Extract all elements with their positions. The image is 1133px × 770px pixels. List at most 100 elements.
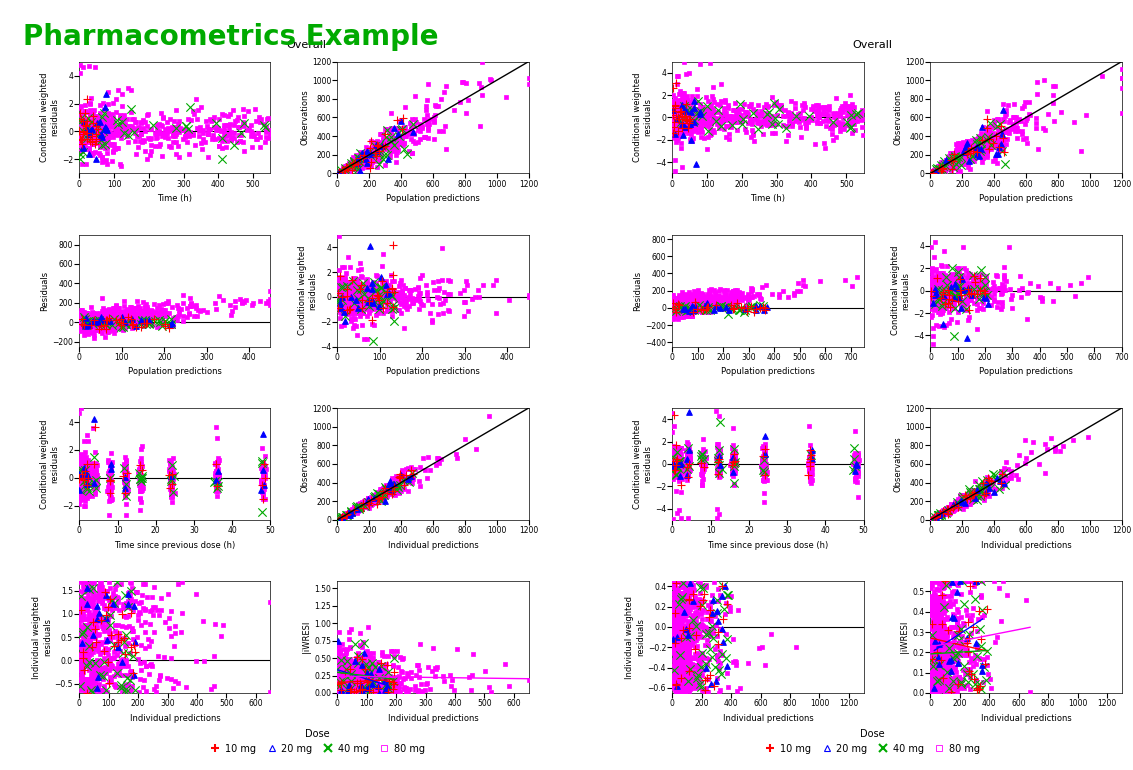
Point <box>672 292 690 304</box>
Point <box>95 591 113 604</box>
Point <box>78 472 96 484</box>
Point <box>75 116 93 128</box>
Point <box>922 513 940 525</box>
Point <box>182 114 201 126</box>
Point <box>227 115 245 127</box>
Point <box>673 300 691 312</box>
Point <box>755 466 773 478</box>
Point <box>710 460 729 472</box>
Point <box>700 289 718 301</box>
Point <box>87 613 105 625</box>
Point <box>925 628 943 641</box>
Point <box>343 504 361 516</box>
Point <box>926 511 944 523</box>
Point <box>112 159 130 172</box>
Point <box>330 277 348 290</box>
Point <box>978 484 996 497</box>
Point <box>928 162 946 174</box>
Point <box>667 452 685 464</box>
Point <box>952 494 970 506</box>
Point <box>368 290 386 303</box>
Point <box>678 467 696 480</box>
Point <box>424 276 442 289</box>
Point <box>365 679 383 691</box>
Point <box>944 598 962 611</box>
Point <box>402 147 420 159</box>
Point <box>672 660 690 672</box>
Point <box>948 500 966 512</box>
Point <box>671 454 689 467</box>
Point <box>100 487 118 499</box>
Point <box>111 112 129 125</box>
Point <box>370 294 389 306</box>
Point <box>368 292 386 304</box>
Point <box>357 681 375 693</box>
Point <box>665 628 683 640</box>
Point <box>948 283 966 295</box>
Point <box>114 316 133 329</box>
Point <box>685 300 704 313</box>
Point <box>348 683 366 695</box>
Point <box>92 313 110 326</box>
Point <box>1049 282 1067 294</box>
Point <box>79 680 97 692</box>
Point <box>357 500 375 512</box>
Point <box>666 124 684 136</box>
Point <box>96 128 114 140</box>
Point <box>801 447 819 460</box>
Point <box>923 671 942 683</box>
Point <box>87 127 105 139</box>
Point <box>1043 79 1062 92</box>
Point <box>923 281 942 293</box>
Point <box>334 510 352 522</box>
Point <box>925 663 943 675</box>
Point <box>118 312 136 324</box>
Point <box>330 513 348 525</box>
Point <box>844 464 862 477</box>
Point <box>351 684 369 696</box>
Point <box>922 591 940 603</box>
Point <box>929 163 947 176</box>
Point <box>95 136 113 149</box>
Point <box>704 621 722 634</box>
Point <box>113 308 131 320</box>
Point <box>668 618 687 631</box>
Point <box>812 108 830 120</box>
Point <box>76 619 94 631</box>
Point <box>987 269 1005 281</box>
Point <box>706 293 724 305</box>
Point <box>87 479 105 491</box>
Point <box>925 673 943 685</box>
Point <box>373 294 391 306</box>
Point <box>666 453 684 465</box>
Point <box>961 145 979 157</box>
Point <box>121 601 139 613</box>
Point <box>959 142 977 154</box>
Point <box>670 302 688 314</box>
Point <box>923 286 942 299</box>
Point <box>953 289 971 301</box>
Point <box>713 580 731 592</box>
Point <box>667 611 685 623</box>
Point <box>361 142 380 154</box>
Point <box>687 301 705 313</box>
Point <box>927 510 945 522</box>
Point <box>342 157 360 169</box>
Point <box>77 314 95 326</box>
Point <box>668 122 687 135</box>
Point <box>664 464 682 477</box>
Point <box>926 661 944 673</box>
Point <box>939 658 957 670</box>
Point <box>723 290 741 303</box>
Point <box>411 287 429 300</box>
Point <box>684 102 702 115</box>
Point <box>338 679 356 691</box>
Point <box>83 129 101 142</box>
Point <box>334 511 352 523</box>
Point <box>254 471 272 484</box>
Point <box>670 464 688 476</box>
Point <box>680 309 698 321</box>
Point <box>351 283 369 296</box>
Point <box>925 511 943 524</box>
Point <box>93 593 111 605</box>
